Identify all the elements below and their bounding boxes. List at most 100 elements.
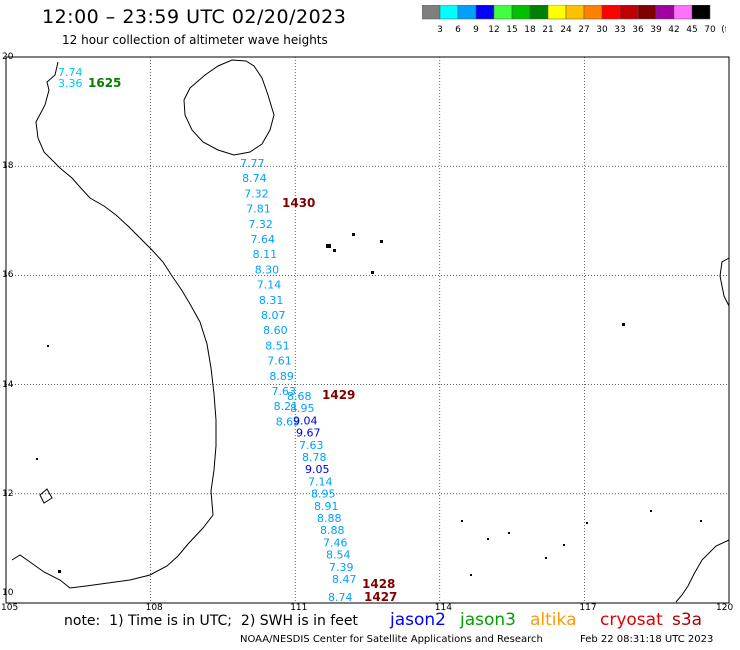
wave-height-value: 8.74 bbox=[242, 172, 267, 185]
wave-height-value: 9.04 bbox=[293, 414, 318, 427]
wave-height-value: 8.07 bbox=[261, 309, 286, 322]
paracel-island bbox=[326, 244, 331, 248]
luzon-coast-outline bbox=[719, 257, 730, 307]
wave-height-value: 8.21 bbox=[274, 400, 299, 413]
latitude-label: 20 bbox=[2, 52, 14, 62]
spratly-islet bbox=[563, 544, 565, 546]
islands bbox=[36, 233, 702, 576]
map-frame bbox=[5, 56, 730, 604]
scale-label: 6 bbox=[455, 25, 461, 35]
wave-height-value: 7.14 bbox=[308, 475, 333, 488]
mission-label-s3a: s3a bbox=[672, 610, 703, 630]
wave-height-value: 7.74 bbox=[58, 66, 83, 79]
scale-label: 45 bbox=[686, 25, 697, 35]
paracel-island bbox=[333, 249, 336, 252]
spratly-islet bbox=[545, 557, 547, 559]
scale-label: 36 bbox=[632, 25, 644, 35]
mission-label-altika: altika bbox=[530, 610, 577, 630]
longitude-label: 117 bbox=[579, 603, 597, 613]
paracel-island bbox=[352, 233, 355, 236]
hainan-island-outline bbox=[183, 59, 275, 156]
page-subtitle: 12 hour collection of altimeter wave hei… bbox=[62, 33, 328, 47]
scale-label: 33 bbox=[614, 25, 625, 35]
phu-quoc-outline bbox=[39, 488, 53, 504]
pass-time-label: 1429 bbox=[322, 388, 355, 402]
wave-height-value: 7.77 bbox=[240, 157, 265, 170]
wave-height-value: 9.67 bbox=[296, 427, 321, 440]
wave-height-value: 8.95 bbox=[311, 488, 336, 501]
wave-height-value: 8.91 bbox=[314, 500, 339, 513]
wave-height-value: 8.74 bbox=[328, 591, 353, 604]
mission-label-jason2: jason2 bbox=[390, 610, 446, 630]
credit-line: NOAA/NESDIS Center for Satellite Applica… bbox=[240, 634, 543, 645]
wave-height-value: 7.61 bbox=[267, 355, 292, 368]
scale-label: (ft) bbox=[721, 25, 726, 35]
wave-height-value: 8.54 bbox=[326, 549, 351, 562]
wave-height-value: 8.47 bbox=[332, 573, 357, 586]
wave-height-value: 8.68 bbox=[287, 390, 312, 403]
latitude-label: 18 bbox=[2, 161, 14, 172]
scale-label: 30 bbox=[596, 25, 608, 35]
latitude-label: 14 bbox=[2, 379, 14, 390]
wave-height-value: 7.81 bbox=[246, 203, 270, 216]
wave-height-value: 8.11 bbox=[253, 248, 278, 261]
longitude-label: 111 bbox=[290, 603, 308, 613]
con-son-island bbox=[58, 570, 61, 573]
wave-height-value: 9.05 bbox=[305, 463, 330, 476]
spratly-islet bbox=[650, 510, 652, 512]
longitude-label: 108 bbox=[145, 603, 163, 613]
scale-label: 42 bbox=[668, 25, 679, 35]
paracel-island bbox=[380, 240, 383, 243]
generation-timestamp: Feb 22 08:31:18 UTC 2023 bbox=[580, 634, 714, 645]
coastal-islet bbox=[47, 345, 49, 347]
latitude-label: 16 bbox=[2, 270, 14, 281]
spratly-islet bbox=[586, 522, 588, 524]
mainland-coastline bbox=[11, 61, 217, 589]
wave-height-value: 8.60 bbox=[263, 324, 288, 337]
scale-label: 9 bbox=[473, 25, 479, 35]
wave-height-value: 3.36 bbox=[58, 77, 83, 90]
scale-label: 24 bbox=[560, 25, 572, 35]
wave-height-value: 7.46 bbox=[323, 536, 348, 549]
wave-height-value: 8.78 bbox=[302, 451, 327, 464]
longitude-label: 105 bbox=[1, 603, 19, 613]
coastline bbox=[11, 59, 730, 603]
scale-label: 70 bbox=[704, 25, 716, 35]
pass-time-label: 1430 bbox=[282, 196, 315, 210]
wave-height-labels: 7.743.36 7.77 8.74 7.32 7.81 7.32 7.64 8.11 8.30… bbox=[58, 66, 357, 604]
wave-height-value: 7.39 bbox=[329, 561, 354, 574]
wave-height-value: 7.63 bbox=[299, 439, 324, 452]
scale-swatch bbox=[691, 5, 711, 20]
paracel-island bbox=[371, 271, 374, 274]
wave-height-value: 8.95 bbox=[290, 402, 315, 415]
scale-label: 15 bbox=[506, 25, 517, 35]
wave-height-value: 8.88 bbox=[317, 512, 342, 525]
longitude-label: 120 bbox=[716, 603, 734, 613]
wave-height-value: 7.64 bbox=[251, 233, 276, 246]
mission-label-cryosat: cryosat bbox=[600, 610, 663, 630]
mission-label-jason3: jason3 bbox=[460, 610, 516, 630]
scale-label: 21 bbox=[542, 25, 553, 35]
map-grid bbox=[6, 57, 729, 603]
page-title: 12:00 – 23:59 UTC 02/20/2023 bbox=[42, 6, 347, 28]
scale-label: 18 bbox=[524, 25, 536, 35]
pass-time-label: 1427 bbox=[364, 590, 397, 604]
wave-height-value: 7.63 bbox=[272, 385, 297, 398]
wave-height-value: 8.69 bbox=[276, 415, 301, 428]
scale-label: 12 bbox=[488, 25, 499, 35]
east-coastline bbox=[675, 539, 730, 603]
latitude-label: 12 bbox=[2, 488, 14, 499]
wave-height-value: 7.32 bbox=[248, 218, 273, 231]
scale-label: 27 bbox=[578, 25, 589, 35]
spratly-islet bbox=[622, 323, 625, 326]
wave-height-value: 7.14 bbox=[257, 279, 282, 292]
wave-height-value: 7.32 bbox=[244, 187, 269, 200]
scale-label: 3 bbox=[437, 25, 443, 35]
spratly-islet bbox=[487, 538, 489, 540]
wave-height-value: 8.31 bbox=[259, 294, 284, 307]
wave-height-value: 8.30 bbox=[255, 263, 280, 276]
spratly-islet bbox=[508, 532, 510, 534]
wave-height-value: 8.88 bbox=[320, 524, 345, 537]
footer-note: note: 1) Time is in UTC; 2) SWH is in fe… bbox=[64, 613, 358, 629]
